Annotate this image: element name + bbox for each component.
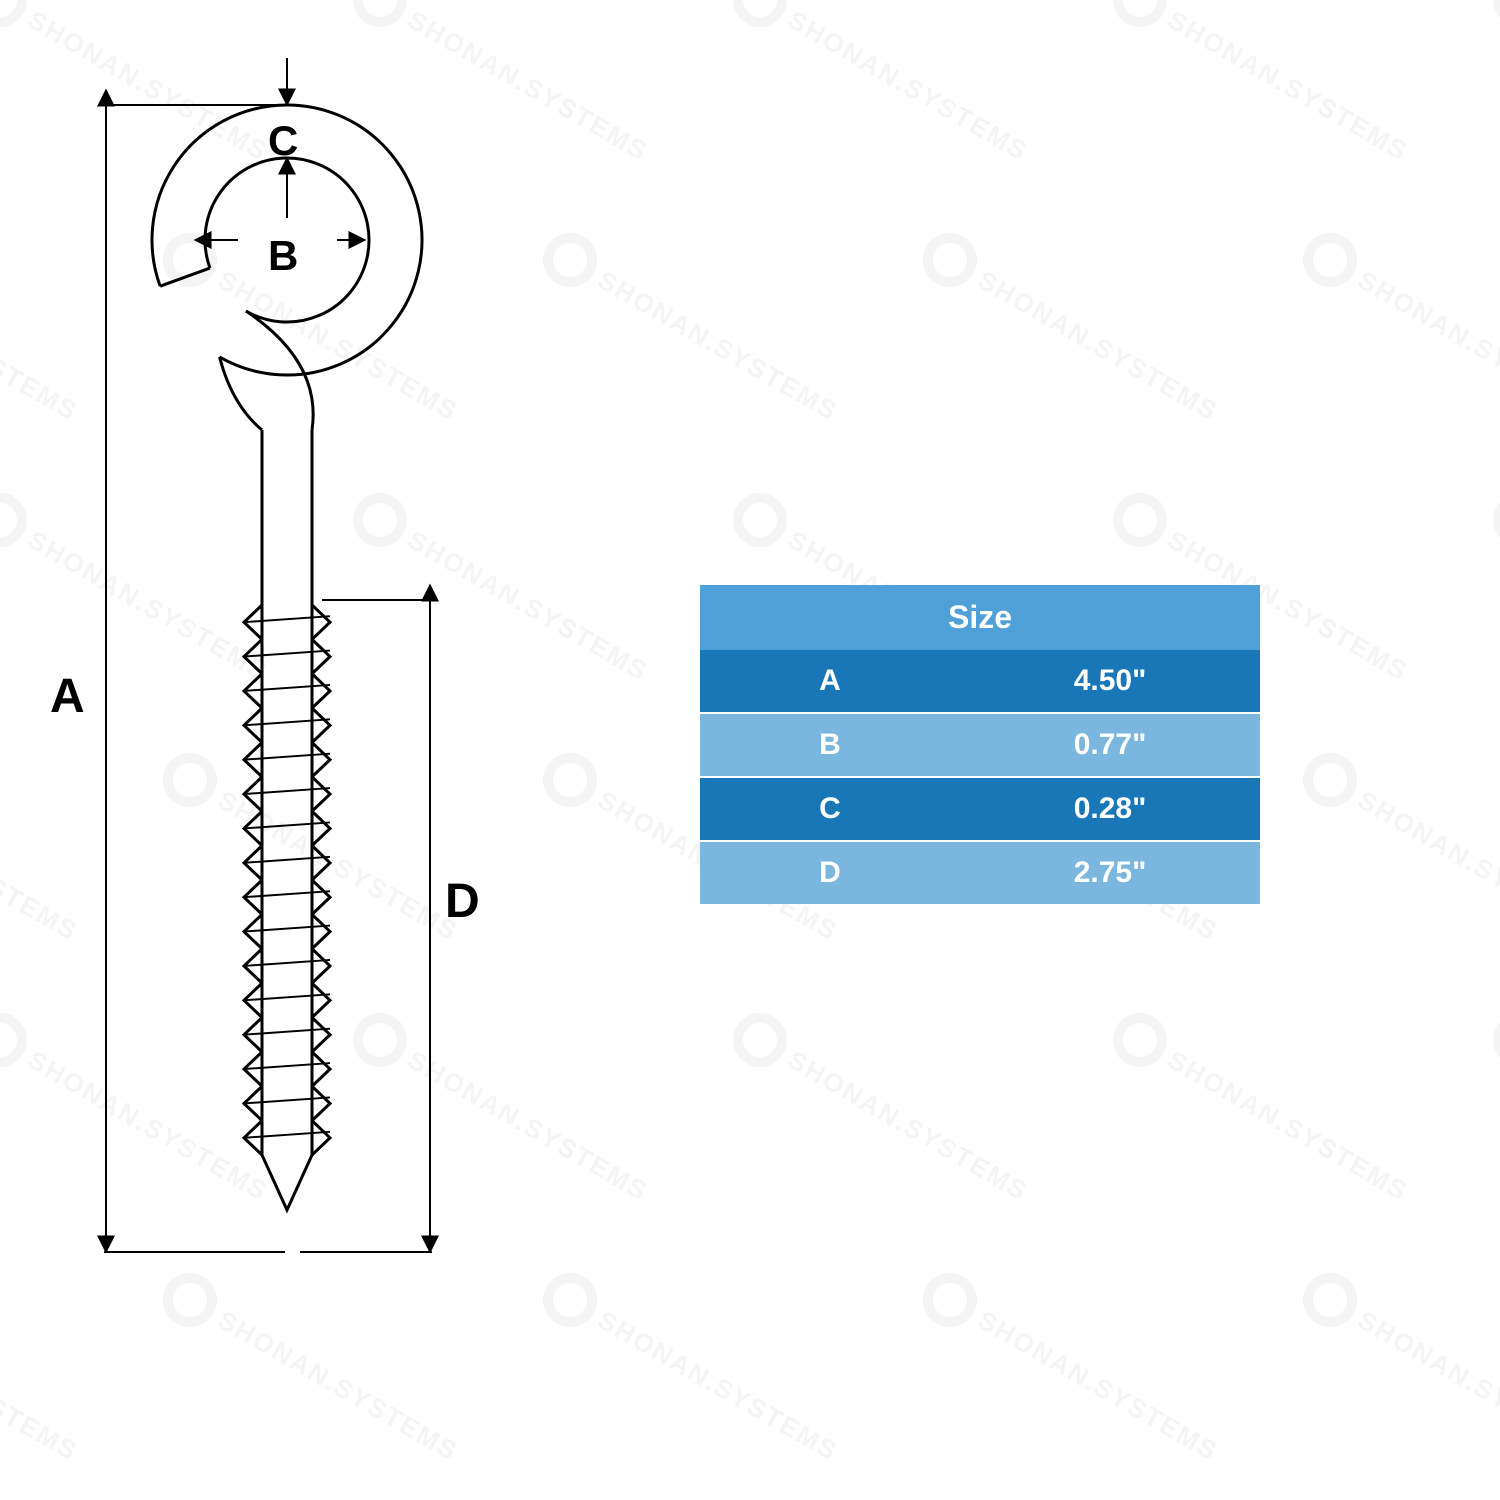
dimension-letter-cell: B xyxy=(700,713,960,777)
table-row: A4.50" xyxy=(700,650,1260,713)
size-table: Size A4.50"B0.77"C0.28"D2.75" xyxy=(700,585,1260,904)
dimension-label-b: B xyxy=(268,232,298,280)
dimension-letter-cell: D xyxy=(700,841,960,904)
table-row: C0.28" xyxy=(700,777,1260,841)
table-row: D2.75" xyxy=(700,841,1260,904)
dimension-label-a: A xyxy=(50,669,85,724)
dimension-letter-cell: A xyxy=(700,650,960,713)
dimension-value-cell: 4.50" xyxy=(960,650,1260,713)
table-header-row: Size xyxy=(700,585,1260,650)
dimension-letter-cell: C xyxy=(700,777,960,841)
table-row: B0.77" xyxy=(700,713,1260,777)
dimension-label-d: D xyxy=(445,874,480,929)
diagram-stage: SHONAN.SYSTEMSSHONAN.SYSTEMSSHONAN.SYSTE… xyxy=(0,0,1500,1500)
dimension-value-cell: 0.77" xyxy=(960,713,1260,777)
dimension-value-cell: 2.75" xyxy=(960,841,1260,904)
dimension-value-cell: 0.28" xyxy=(960,777,1260,841)
table-header: Size xyxy=(700,585,1260,650)
dimension-label-c: C xyxy=(268,117,298,165)
